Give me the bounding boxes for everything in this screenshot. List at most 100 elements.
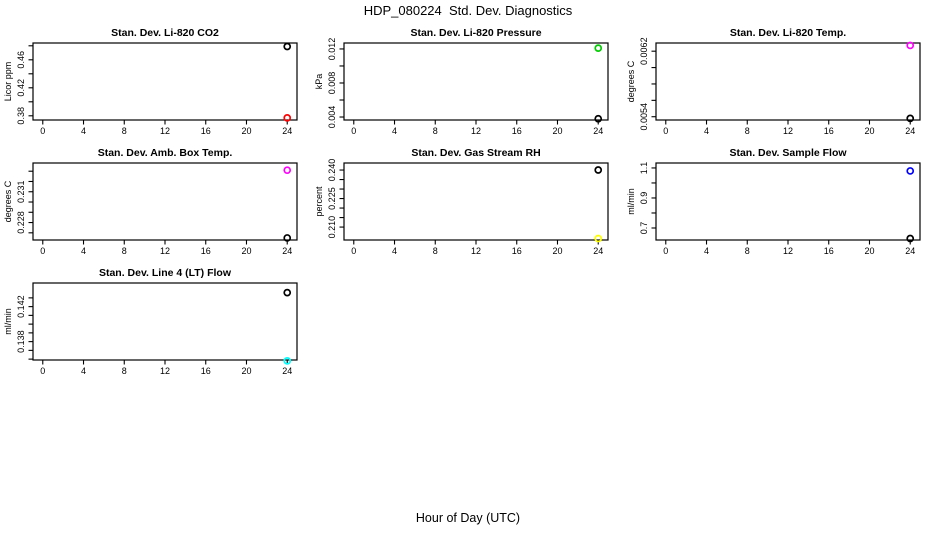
- x-tick-label: 4: [81, 126, 86, 136]
- x-tick-label: 24: [905, 246, 915, 256]
- x-tick-label: 8: [122, 366, 127, 376]
- plot-box: [343, 42, 609, 121]
- x-tick-label: 20: [552, 126, 562, 136]
- subplot-title: Stan. Dev. Li-820 CO2: [111, 27, 219, 39]
- x-tick-label: 8: [122, 126, 127, 136]
- x-tick-label: 4: [392, 126, 397, 136]
- x-tick-label: 8: [122, 246, 127, 256]
- x-tick-label: 16: [512, 246, 522, 256]
- y-tick-label: 0.008: [327, 72, 337, 95]
- y-tick-label: 0.142: [16, 295, 26, 318]
- data-point: [594, 44, 603, 52]
- data-point: [283, 166, 292, 175]
- subplot-li820-co2: Stan. Dev. Li-820 CO2 0 4 8 12 16 20 24 0.38 0.42…: [3, 27, 298, 136]
- y-tick-label: 0.0054: [639, 103, 649, 131]
- data-point: [906, 41, 915, 50]
- x-tick-label: 12: [471, 126, 481, 136]
- x-tick-label: 0: [663, 126, 668, 136]
- x-tick-label: 16: [512, 126, 522, 136]
- x-tick-label: 12: [471, 246, 481, 256]
- y-tick-label: 0.38: [16, 107, 26, 125]
- x-tick-label: 0: [351, 246, 356, 256]
- subplot-sample-flow: Stan. Dev. Sample Flow 0 4 8 12 16 20 24 0.7 0.9 1…: [626, 147, 921, 256]
- x-tick-label: 0: [663, 246, 668, 256]
- y-tick-label: 0.012: [327, 38, 337, 61]
- x-tick-label: 4: [81, 246, 86, 256]
- x-tick-label: 8: [745, 246, 750, 256]
- x-tick-label: 20: [241, 246, 251, 256]
- subplot-title: Stan. Dev. Li-820 Temp.: [730, 27, 846, 39]
- subplot-amb-box-temp: Stan. Dev. Amb. Box Temp. 0 4 8 12 16 20 24 0.22…: [3, 147, 298, 256]
- x-tick-label: 20: [552, 246, 562, 256]
- y-axis-label: Licor ppm: [3, 62, 13, 102]
- figure-title: HDP_080224 Std. Dev. Diagnostics: [363, 3, 573, 18]
- y-axis-label: degrees C: [3, 180, 13, 222]
- data-point: [906, 167, 915, 175]
- y-axis-label: ml/min: [626, 188, 636, 215]
- x-tick-label: 16: [824, 126, 834, 136]
- x-tick-label: 0: [351, 126, 356, 136]
- subplot-title: Stan. Dev. Amb. Box Temp.: [98, 147, 233, 159]
- x-tick-label: 8: [433, 126, 438, 136]
- y-tick-label: 0.210: [327, 216, 337, 239]
- x-tick-label: 20: [241, 366, 251, 376]
- x-tick-label: 16: [201, 366, 211, 376]
- subplot-gas-stream-rh: Stan. Dev. Gas Stream RH 0 4 8 12 16 20 24 0.210…: [314, 147, 609, 256]
- x-tick-label: 12: [783, 126, 793, 136]
- y-axis-label: percent: [314, 186, 324, 217]
- y-tick-label: 0.228: [16, 211, 26, 234]
- x-tick-label: 20: [241, 126, 251, 136]
- data-point: [594, 166, 603, 174]
- plot-box: [655, 42, 921, 121]
- data-point: [594, 114, 603, 123]
- x-tick-label: 12: [160, 126, 170, 136]
- data-point: [283, 234, 292, 242]
- x-tick-label: 4: [704, 246, 709, 256]
- y-tick-label: 0.225: [327, 187, 337, 210]
- x-tick-label: 12: [160, 366, 170, 376]
- y-axis-label: kPa: [314, 74, 324, 90]
- plot-box: [32, 42, 298, 121]
- x-tick-label: 24: [282, 126, 292, 136]
- x-tick-label: 24: [593, 246, 603, 256]
- subplot-title: Stan. Dev. Line 4 (LT) Flow: [99, 267, 232, 279]
- data-point: [594, 234, 603, 243]
- data-point: [283, 288, 292, 297]
- subplot-line4-lt-flow: Stan. Dev. Line 4 (LT) Flow 0 4 8 12 16 20 24 0.…: [3, 267, 298, 376]
- data-point: [906, 234, 915, 243]
- x-tick-label: 16: [824, 246, 834, 256]
- subplot-li820-pressure: Stan. Dev. Li-820 Pressure 0 4 8 12 16 20 24 0.0…: [314, 27, 609, 136]
- plot-box: [32, 282, 298, 361]
- y-tick-label: 0.46: [16, 51, 26, 69]
- subplot-title: Stan. Dev. Li-820 Pressure: [410, 27, 541, 39]
- y-tick-label: 0.138: [16, 330, 26, 353]
- y-tick-label: 0.231: [16, 180, 26, 203]
- x-tick-label: 20: [864, 126, 874, 136]
- x-tick-label: 4: [392, 246, 397, 256]
- x-tick-label: 24: [282, 366, 292, 376]
- data-point: [283, 114, 292, 122]
- x-tick-label: 0: [40, 366, 45, 376]
- subplot-title: Stan. Dev. Gas Stream RH: [411, 147, 540, 159]
- x-tick-label: 4: [81, 366, 86, 376]
- y-tick-label: 0.7: [639, 222, 649, 235]
- y-tick-label: 0.0062: [639, 37, 649, 65]
- y-tick-label: 0.9: [639, 192, 649, 205]
- x-tick-label: 16: [201, 246, 211, 256]
- x-tick-label: 20: [864, 246, 874, 256]
- y-axis-label: degrees C: [626, 60, 636, 102]
- plot-box: [32, 162, 298, 241]
- x-tick-label: 0: [40, 246, 45, 256]
- figure-x-axis-label: Hour of Day (UTC): [415, 511, 521, 525]
- x-tick-label: 12: [160, 246, 170, 256]
- y-axis-label: ml/min: [3, 308, 13, 335]
- y-tick-label: 0.240: [327, 159, 337, 182]
- data-point: [283, 357, 292, 365]
- x-tick-label: 24: [905, 126, 915, 136]
- x-tick-label: 8: [433, 246, 438, 256]
- data-point: [283, 42, 292, 51]
- x-tick-label: 8: [745, 126, 750, 136]
- x-tick-label: 24: [593, 126, 603, 136]
- data-point: [906, 114, 915, 123]
